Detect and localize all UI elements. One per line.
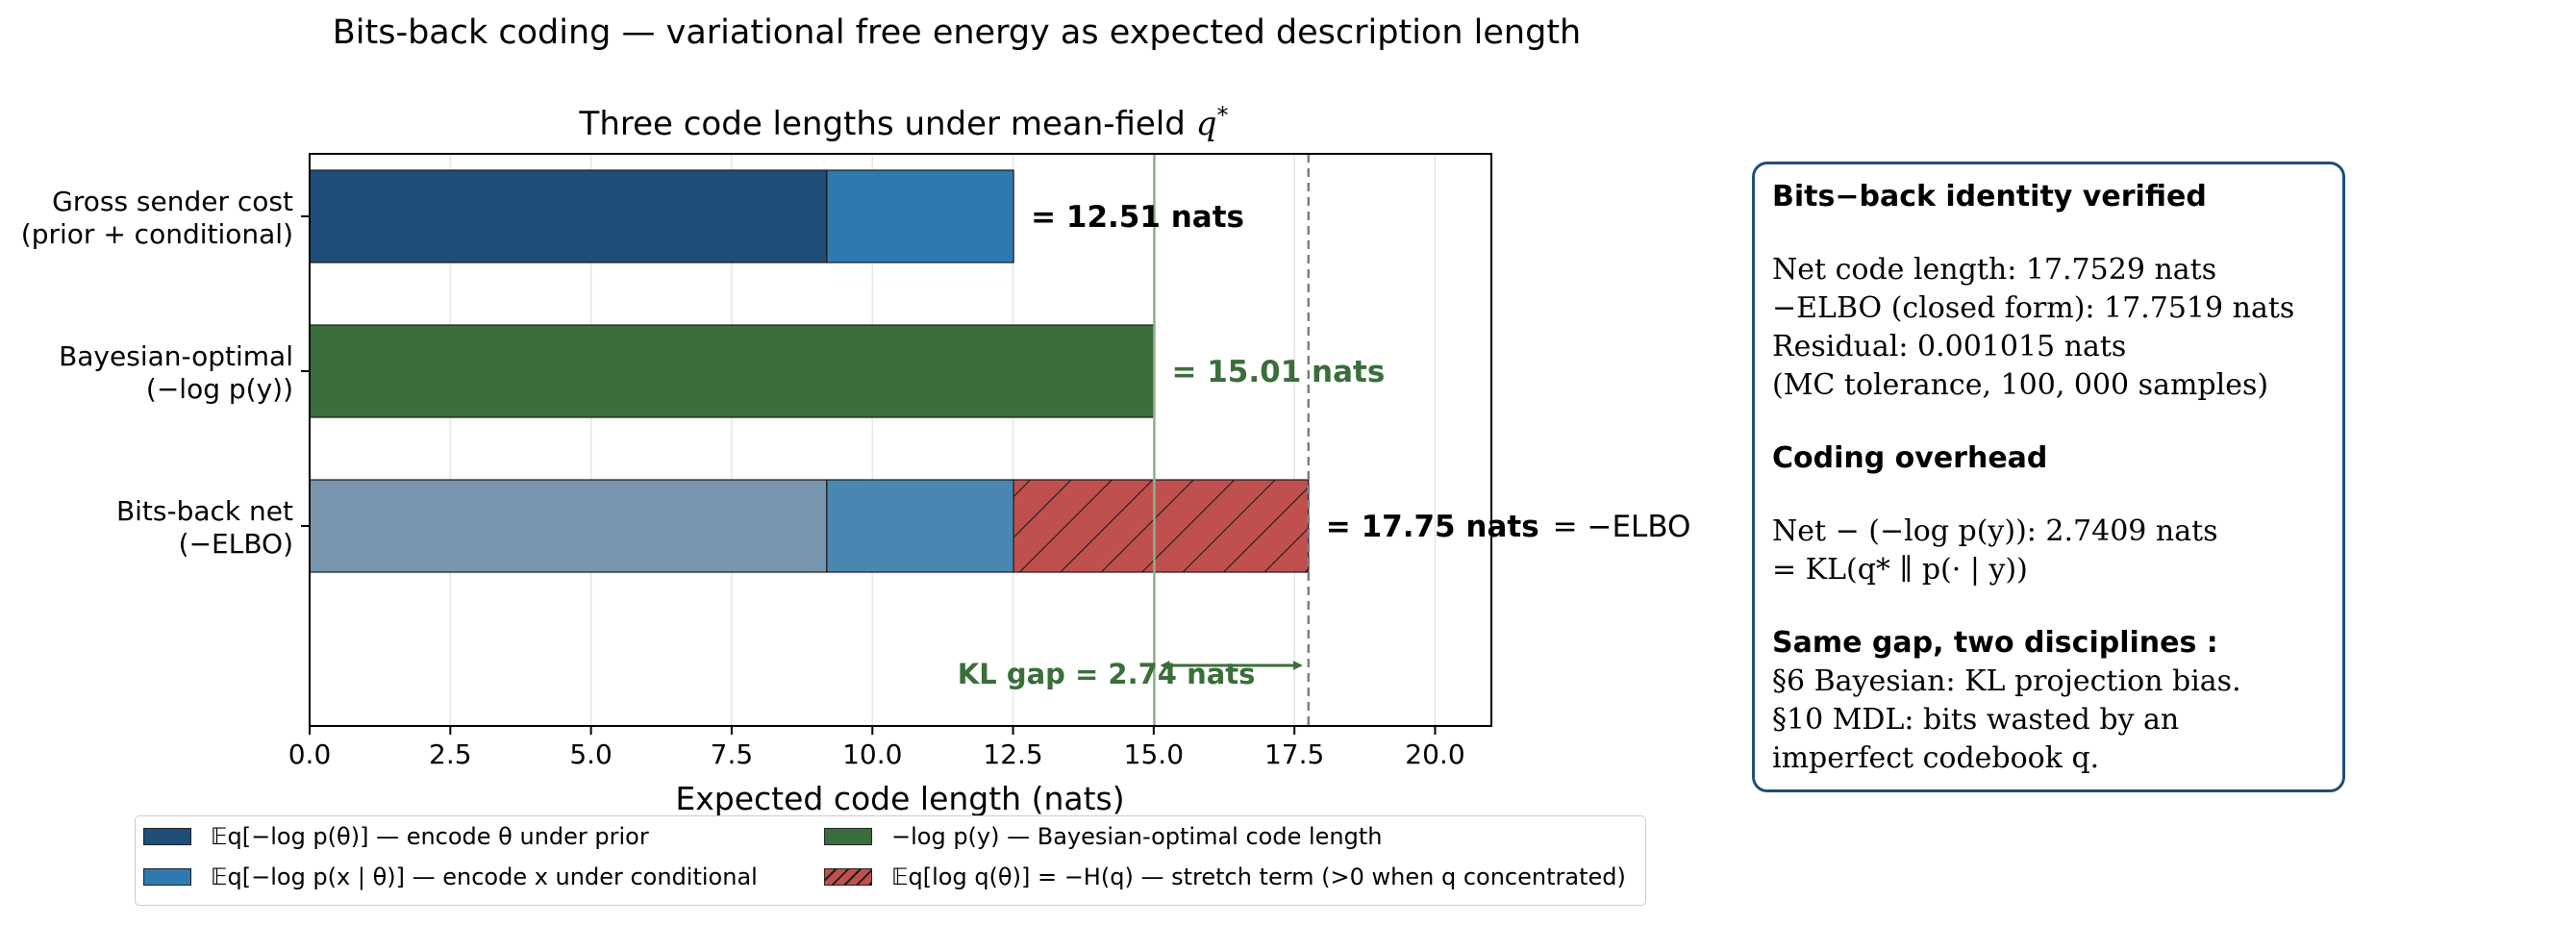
y-label-line1: Bits-back net — [116, 495, 293, 527]
info-kl: = KL(q* ∥ p(· | y)) — [1772, 553, 2028, 587]
figure-suptitle: Bits-back coding — variational free ener… — [332, 13, 1582, 52]
info-residual: Residual: 0.001015 nats — [1772, 330, 2127, 363]
title-q: q — [1196, 105, 1217, 143]
title-star: * — [1216, 102, 1228, 129]
legend-item-bayes: −log p(y) — Bayesian-optimal code length — [824, 823, 1382, 850]
info-heading-disciplines: Same gap, two disciplines : — [1772, 626, 2218, 660]
y-label-line1: Gross sender cost — [52, 186, 293, 217]
info-elbo: −ELBO (closed form): 17.7519 nats — [1772, 291, 2295, 325]
bar-segment-conditional_faded — [826, 479, 1014, 573]
x-axis-title: Expected code length (nats) — [675, 780, 1124, 817]
bar-segment-conditional — [826, 169, 1014, 263]
bar-value-label: = 12.51 nats — [1031, 200, 1244, 235]
info-net-code-length: Net code length: 17.7529 nats — [1772, 253, 2217, 287]
kl-gap-annotation: KL gap = 2.74 nats — [958, 658, 1303, 690]
y-label-line2: (prior + conditional) — [21, 218, 293, 250]
bar-value-label: = 15.01 nats — [1171, 355, 1385, 389]
legend-swatch — [824, 868, 872, 886]
x-tick-label: 7.5 — [711, 738, 754, 770]
y-label-line2: (−log p(y)) — [146, 373, 293, 405]
x-tick-label: 20.0 — [1405, 738, 1464, 770]
legend-label: 𝔼q[−log p(θ)] — encode θ under prior — [211, 823, 649, 850]
info-box: Bits−back identity verified Net code len… — [1752, 162, 2345, 792]
bar-segment-prior_faded — [309, 479, 828, 573]
info-bayesian: §6 Bayesian: KL projection bias. — [1772, 664, 2241, 698]
y-label-line1: Bayesian-optimal — [59, 340, 293, 372]
info-heading-identity: Bits−back identity verified — [1772, 180, 2207, 213]
info-heading-overhead: Coding overhead — [1772, 441, 2048, 475]
x-tick-label: 10.0 — [842, 738, 902, 770]
legend: 𝔼q[−log p(θ)] — encode θ under prior 𝔼q[−… — [135, 815, 1646, 906]
bar-segment-bayes — [309, 324, 1156, 418]
info-mdl-1: §10 MDL: bits wasted by an — [1772, 703, 2180, 737]
legend-swatch — [824, 828, 872, 845]
legend-swatch — [143, 868, 191, 886]
y-axis-labels: Gross sender cost(prior + conditional) Ba… — [21, 186, 310, 560]
x-tick-label: 17.5 — [1264, 738, 1324, 770]
legend-item-prior: 𝔼q[−log p(θ)] — encode θ under prior — [143, 823, 649, 850]
info-tolerance: (MC tolerance, 100, 000 samples) — [1772, 368, 2269, 402]
bar-value-label: = 17.75 nats = −ELBO — [1326, 510, 1691, 544]
bar-segment-stretch — [1013, 479, 1310, 573]
legend-item-conditional: 𝔼q[−log p(x | θ)] — encode x under condi… — [143, 863, 758, 890]
legend-label: 𝔼q[−log p(x | θ)] — encode x under condi… — [211, 863, 758, 890]
x-tick-label: 5.0 — [569, 738, 613, 770]
reference-lines — [1153, 154, 1311, 726]
kl-gap-label: KL gap = 2.74 nats — [958, 658, 1256, 690]
plot-frame — [309, 153, 1492, 727]
bar-layer — [309, 169, 1310, 573]
legend-item-stretch: 𝔼q[log q(θ)] = −H(q) — stretch term (>0 … — [824, 863, 1626, 890]
bar-value-labels: = 12.51 nats = 15.01 nats = 17.75 nats = −E… — [1031, 200, 1690, 544]
x-tick-label: 15.0 — [1124, 738, 1184, 770]
x-tick-label: 12.5 — [983, 738, 1042, 770]
y-label-line2: (−ELBO) — [179, 528, 293, 560]
x-tick-label: 2.5 — [429, 738, 472, 770]
info-mdl-2: imperfect codebook q. — [1772, 741, 2100, 775]
legend-label: −log p(y) — Bayesian-optimal code length — [891, 823, 1383, 850]
bar-segment-prior — [309, 169, 828, 263]
x-axis: 0.0 2.5 5.0 7.5 10.0 12.5 15.0 17.5 20.0 — [288, 726, 1465, 770]
chart-title: Three code lengths under mean-field q* — [579, 102, 1229, 143]
x-tick-label: 0.0 — [288, 738, 332, 770]
legend-swatch — [143, 828, 191, 845]
info-overhead: Net − (−log p(y)): 2.7409 nats — [1772, 514, 2218, 548]
bar-value-suffix: = −ELBO — [1553, 510, 1691, 544]
legend-label: 𝔼q[log q(θ)] = −H(q) — stretch term (>0 … — [891, 863, 1626, 890]
